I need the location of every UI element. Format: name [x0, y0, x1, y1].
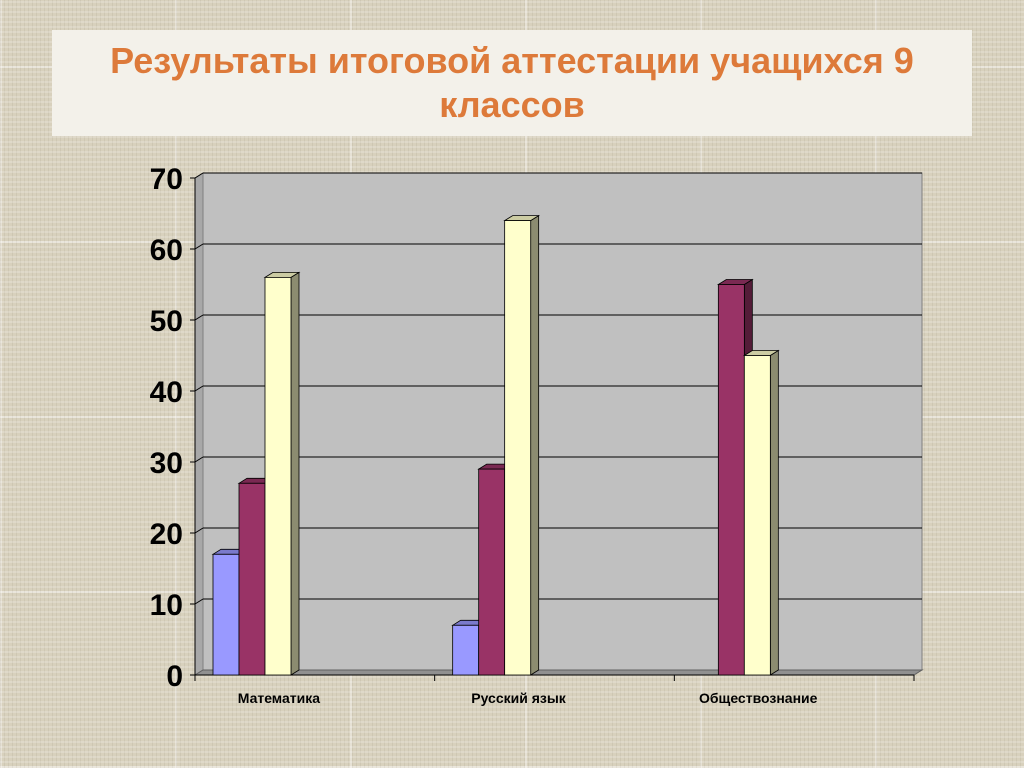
y-tick-label: 60	[150, 234, 183, 267]
y-tick-label: 30	[150, 447, 183, 480]
x-category-label: Русский язык	[471, 690, 567, 706]
bar-front	[452, 624, 480, 676]
x-category-label: Обществознание	[699, 690, 818, 706]
gridline-side	[194, 385, 204, 392]
gridline-side	[194, 456, 204, 463]
bar	[263, 271, 301, 676]
bar	[503, 214, 541, 676]
y-tick-label: 10	[150, 589, 183, 622]
bar-side	[769, 349, 779, 676]
bar-front	[717, 284, 745, 676]
title-box: Результаты итоговой аттестации учащихся …	[52, 30, 972, 136]
gridline-side	[194, 243, 204, 250]
bar-front	[743, 355, 771, 676]
plot-floor	[193, 669, 924, 676]
gridline-side	[194, 598, 204, 605]
y-tick-label: 0	[166, 660, 183, 693]
bar-side	[290, 271, 300, 676]
bar-front	[264, 276, 292, 676]
bar	[742, 349, 780, 676]
bar-side	[530, 214, 540, 676]
bar-front	[478, 468, 506, 676]
bar-front	[504, 220, 532, 676]
x-category-label: Математика	[238, 690, 321, 706]
y-tick-label: 40	[150, 376, 183, 409]
y-tick-label: 70	[150, 163, 183, 196]
chart-title: Результаты итоговой аттестации учащихся …	[110, 40, 914, 125]
bar-front	[212, 553, 240, 676]
gridline-side	[194, 314, 204, 321]
gridline-side	[194, 172, 204, 179]
y-tick-label: 20	[150, 518, 183, 551]
gridline-side	[194, 527, 204, 534]
plot-area	[202, 172, 923, 671]
bar-front	[238, 482, 266, 676]
y-tick-label: 50	[150, 305, 183, 338]
